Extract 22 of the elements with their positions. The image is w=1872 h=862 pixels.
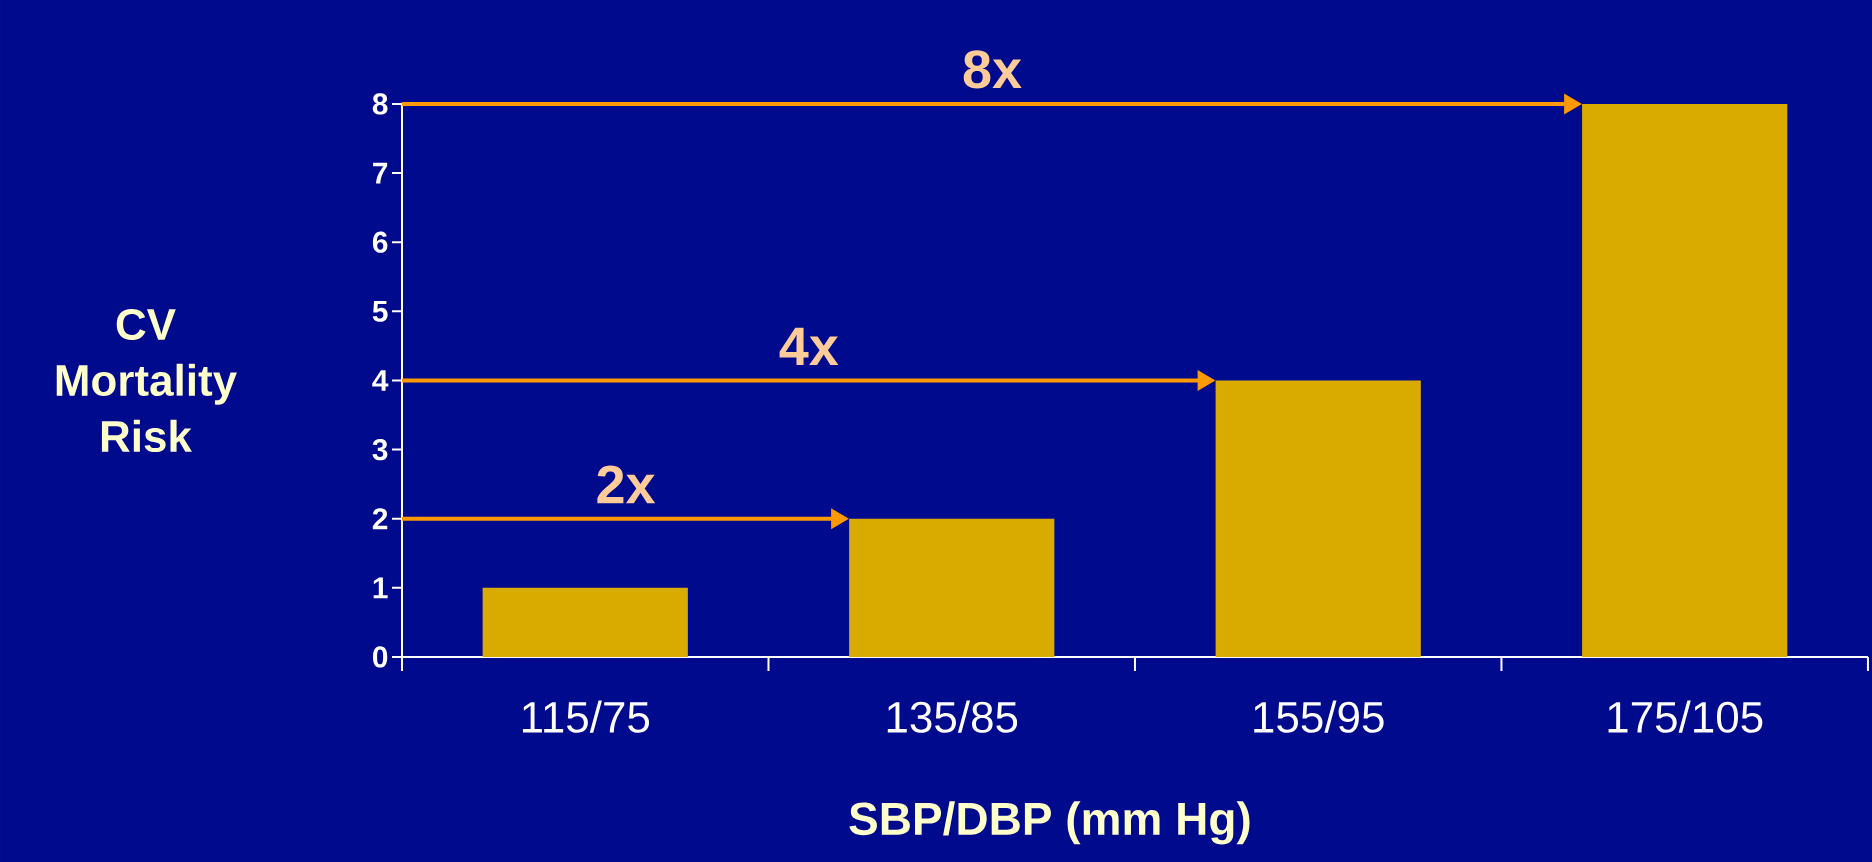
bar (482, 587, 688, 657)
y-tick-label: 7 (373, 162, 388, 184)
annotation: 2x (597, 465, 656, 504)
y-tick-label: 3 (372, 438, 388, 461)
bar (1582, 104, 1788, 657)
y-tick-label: 2 (372, 508, 388, 530)
text: 8x (963, 50, 1022, 89)
y-tick-label: 1 (373, 577, 388, 599)
x-tick-label: 135/85 (887, 700, 1018, 733)
x-tick-label: 155/95 (1254, 700, 1384, 733)
y-tick-label: 6 (372, 231, 388, 253)
y-tick-label: 5 (372, 300, 388, 322)
y-tick-label: 4 (372, 370, 389, 391)
y-tick-label: 0 (372, 646, 388, 668)
y-axis-title: CV Mortality Risk (56, 308, 237, 453)
x-tick-label: 115/75 (522, 700, 650, 733)
bar (849, 518, 1055, 657)
bar (1215, 380, 1421, 657)
x-axis-title: SBP/DBP (mm Hg) (849, 801, 1250, 845)
y-tick-label: 8 (372, 93, 388, 115)
x-tick-label: 175/105 (1608, 700, 1763, 733)
annotation: 4x (779, 327, 839, 365)
